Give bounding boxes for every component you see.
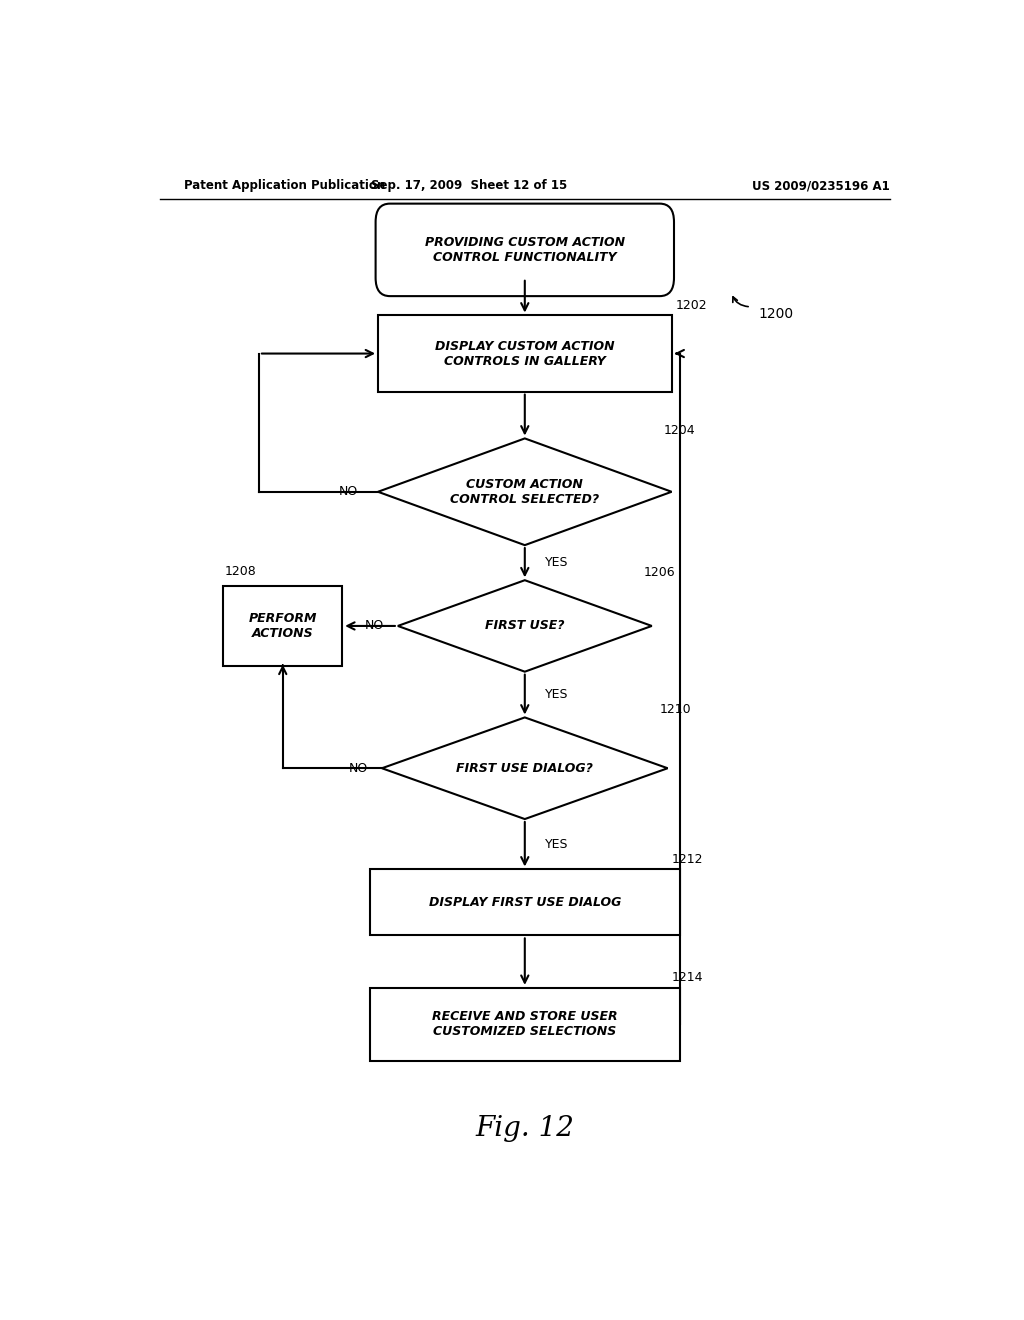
- Text: US 2009/0235196 A1: US 2009/0235196 A1: [752, 180, 890, 193]
- Text: Patent Application Publication: Patent Application Publication: [183, 180, 385, 193]
- Polygon shape: [382, 718, 668, 818]
- Text: YES: YES: [545, 688, 568, 701]
- Text: PROVIDING CUSTOM ACTION
CONTROL FUNCTIONALITY: PROVIDING CUSTOM ACTION CONTROL FUNCTION…: [425, 236, 625, 264]
- Polygon shape: [397, 581, 652, 672]
- Text: NO: NO: [339, 486, 358, 498]
- Text: CUSTOM ACTION
CONTROL SELECTED?: CUSTOM ACTION CONTROL SELECTED?: [451, 478, 599, 506]
- Text: YES: YES: [545, 556, 568, 569]
- FancyBboxPatch shape: [376, 203, 674, 296]
- FancyArrowPatch shape: [733, 297, 749, 306]
- Text: 1206: 1206: [644, 565, 676, 578]
- Text: 1208: 1208: [225, 565, 257, 578]
- Bar: [378, 315, 672, 392]
- Text: NO: NO: [365, 619, 384, 632]
- Bar: [370, 870, 680, 936]
- Polygon shape: [378, 438, 672, 545]
- Text: FIRST USE DIALOG?: FIRST USE DIALOG?: [457, 762, 593, 775]
- Text: 1200: 1200: [759, 308, 794, 321]
- Text: DISPLAY FIRST USE DIALOG: DISPLAY FIRST USE DIALOG: [429, 896, 621, 909]
- Text: Fig. 12: Fig. 12: [475, 1114, 574, 1142]
- Text: DISPLAY CUSTOM ACTION
CONTROLS IN GALLERY: DISPLAY CUSTOM ACTION CONTROLS IN GALLER…: [435, 339, 614, 367]
- Text: 1210: 1210: [659, 702, 691, 715]
- Text: 1204: 1204: [664, 424, 695, 437]
- Text: RECEIVE AND STORE USER
CUSTOMIZED SELECTIONS: RECEIVE AND STORE USER CUSTOMIZED SELECT…: [432, 1010, 617, 1039]
- Bar: [370, 987, 680, 1061]
- Text: 1214: 1214: [672, 972, 703, 985]
- Text: 1212: 1212: [672, 853, 703, 866]
- Text: 1202: 1202: [676, 298, 708, 312]
- Text: FIRST USE?: FIRST USE?: [485, 619, 564, 632]
- Text: Sep. 17, 2009  Sheet 12 of 15: Sep. 17, 2009 Sheet 12 of 15: [371, 180, 567, 193]
- Bar: [223, 586, 342, 665]
- Text: PERFORM
ACTIONS: PERFORM ACTIONS: [249, 612, 317, 640]
- Text: YES: YES: [545, 838, 568, 850]
- Text: NO: NO: [348, 762, 368, 775]
